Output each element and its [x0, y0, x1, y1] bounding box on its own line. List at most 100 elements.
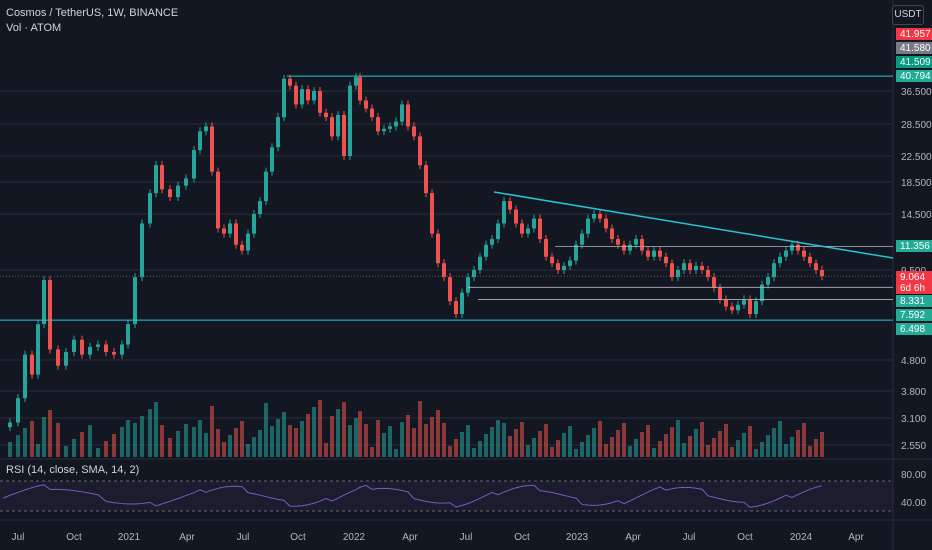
volume-bar — [148, 409, 152, 457]
volume-legend: Vol · ATOM — [6, 22, 62, 34]
candle-body — [354, 77, 358, 86]
candle-body — [658, 250, 662, 257]
candle-body — [140, 223, 144, 278]
volume-bar — [562, 433, 566, 457]
volume-bar — [88, 425, 92, 457]
candle-body — [484, 244, 488, 257]
volume-bar — [580, 442, 584, 457]
volume-bar — [538, 431, 542, 457]
price-badge-label: 9.064 — [900, 272, 925, 283]
volume-bar — [550, 447, 554, 457]
candle-body — [42, 280, 46, 325]
candle-body — [246, 233, 250, 251]
price-badge — [896, 56, 932, 68]
time-axis-label: Oct — [514, 532, 530, 543]
candle-body — [646, 250, 650, 257]
volume-bar — [276, 419, 280, 457]
candle-body — [64, 352, 68, 366]
time-axis-label: Apr — [848, 532, 864, 543]
candle-body — [550, 256, 554, 264]
candle-body — [30, 354, 34, 375]
volume-bar — [258, 430, 262, 457]
volume-bar — [640, 432, 644, 457]
candle-body — [198, 131, 202, 151]
volume-bar — [80, 432, 84, 457]
volume-bar — [154, 402, 158, 457]
candle-body — [176, 185, 180, 198]
volume-bar — [652, 448, 656, 457]
volume-bar — [394, 449, 398, 457]
candle-body — [370, 108, 374, 118]
volume-bar — [412, 428, 416, 457]
candle-body — [330, 117, 334, 137]
volume-bar — [348, 425, 352, 457]
volume-bar — [724, 424, 728, 457]
price-axis-label: 18.500 — [901, 178, 932, 189]
candle-body — [48, 280, 52, 350]
volume-bar — [658, 441, 662, 457]
volume-bar — [718, 431, 722, 457]
volume-bar — [454, 439, 458, 457]
candle-body — [412, 126, 416, 137]
candle-body — [736, 304, 740, 311]
volume-bar — [240, 421, 244, 457]
price-badge-label: 6d 6h — [900, 283, 925, 294]
candle-body — [580, 233, 584, 245]
price-axis-label: 3.100 — [901, 414, 926, 425]
volume-bar — [16, 435, 20, 457]
candle-body — [376, 117, 380, 132]
candle-body — [616, 239, 620, 245]
candle-body — [694, 265, 698, 270]
candle-body — [120, 344, 124, 355]
candle-body — [712, 277, 716, 288]
candle-body — [526, 228, 530, 234]
candle-body — [610, 228, 614, 240]
time-axis-label: 2023 — [566, 532, 589, 543]
candle-body — [676, 270, 680, 278]
volume-bar — [104, 441, 108, 457]
candle-body — [592, 214, 596, 219]
volume-bar — [730, 447, 734, 457]
candle-body — [240, 244, 244, 251]
time-axis-label: Jul — [237, 532, 250, 543]
candle-body — [718, 287, 722, 300]
price-badge — [896, 240, 932, 252]
price-badge-label: 41.509 — [900, 57, 931, 68]
candle-body — [184, 178, 188, 186]
volume-bar — [23, 428, 27, 457]
volume-bar — [216, 429, 220, 457]
volume-bar — [814, 439, 818, 457]
candle-body — [640, 239, 644, 251]
volume-bar — [628, 446, 632, 457]
symbol-title[interactable]: Cosmos / TetherUS, 1W, BINANCE — [6, 7, 179, 19]
candle-body — [228, 223, 232, 234]
candle-body — [382, 128, 386, 132]
candle-body — [574, 244, 578, 261]
volume-bar — [96, 448, 100, 457]
candle-body — [104, 344, 108, 353]
volume-bar — [634, 439, 638, 457]
volume-bar — [342, 402, 346, 457]
candle-body — [514, 209, 518, 224]
candle-body — [508, 201, 512, 210]
candle-body — [418, 136, 422, 166]
volume-bar — [184, 424, 188, 457]
candle-body — [168, 189, 172, 198]
candle-body — [216, 171, 220, 229]
volume-bar — [682, 443, 686, 457]
candle-body — [8, 422, 12, 428]
volume-bar — [318, 400, 322, 457]
currency-button[interactable]: USDT — [892, 5, 924, 25]
volume-bar — [496, 420, 500, 457]
volume-bar — [358, 411, 362, 457]
candle-body — [252, 214, 256, 234]
volume-bar — [466, 425, 470, 457]
volume-bar — [176, 431, 180, 457]
volume-bar — [646, 425, 650, 457]
candle-body — [538, 218, 542, 240]
volume-bar — [36, 444, 40, 457]
volume-bar — [532, 438, 536, 457]
candle-body — [276, 117, 280, 148]
volume-bar — [112, 434, 116, 457]
